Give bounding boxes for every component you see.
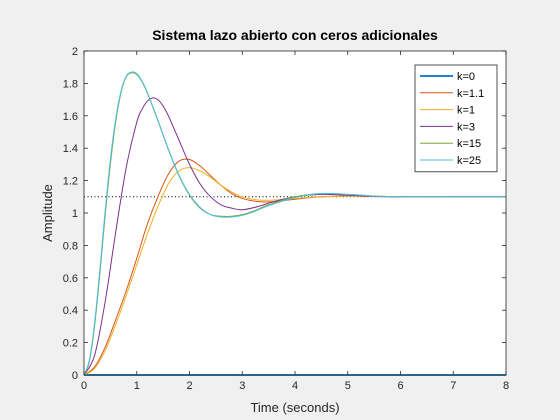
y-tick-label: 0.6 bbox=[63, 273, 78, 285]
y-tick-label: 1.8 bbox=[63, 78, 78, 90]
series-line-3 bbox=[83, 97, 506, 376]
x-axis-label: Time (seconds) bbox=[250, 400, 339, 415]
y-axis-label: Amplitude bbox=[40, 184, 55, 242]
legend-label-3: k=3 bbox=[457, 121, 475, 133]
legend[interactable]: k=0 k=1.1 k=1 k=3 k=15 k=25 bbox=[414, 64, 498, 173]
series-line-5 bbox=[83, 71, 506, 376]
x-tick-label: 5 bbox=[345, 380, 351, 392]
y-tick-label: 0 bbox=[72, 370, 78, 382]
x-tick-label: 0 bbox=[81, 380, 87, 392]
axes-box bbox=[83, 50, 507, 376]
y-tick-label: 1.6 bbox=[63, 111, 78, 123]
chart-title: Sistema lazo abierto con ceros adicional… bbox=[152, 27, 438, 43]
y-tick-label: 1.2 bbox=[63, 176, 78, 188]
series-line-2 bbox=[83, 167, 506, 376]
y-tick-label: 0.2 bbox=[63, 338, 78, 350]
x-tick-label: 3 bbox=[239, 380, 245, 392]
y-tick-label: 0.8 bbox=[63, 240, 78, 252]
x-tick-label: 8 bbox=[503, 380, 509, 392]
legend-label-4: k=15 bbox=[457, 138, 481, 150]
x-tick-label: 7 bbox=[450, 380, 456, 392]
legend-label-0: k=0 bbox=[457, 71, 475, 83]
legend-label-1: k=1.1 bbox=[457, 88, 484, 100]
x-tick-label: 2 bbox=[186, 380, 192, 392]
legend-label-2: k=1 bbox=[457, 105, 475, 117]
x-tick-label: 1 bbox=[134, 380, 140, 392]
axis-ticks: 0 1 2 3 4 5 6 7 8 0 0.2 0.4 0.6 0.8 1 1.2 1.4 1.6 1.8 2 bbox=[63, 46, 509, 392]
legend-box bbox=[414, 64, 498, 173]
y-tick-label: 2 bbox=[72, 46, 78, 58]
y-tick-label: 1.4 bbox=[63, 143, 78, 155]
x-tick-label: 6 bbox=[397, 380, 403, 392]
y-tick-label: 1 bbox=[72, 208, 78, 220]
x-tick-label: 4 bbox=[292, 380, 298, 392]
y-tick-label: 0.4 bbox=[63, 305, 78, 317]
legend-label-5: k=25 bbox=[457, 155, 481, 167]
